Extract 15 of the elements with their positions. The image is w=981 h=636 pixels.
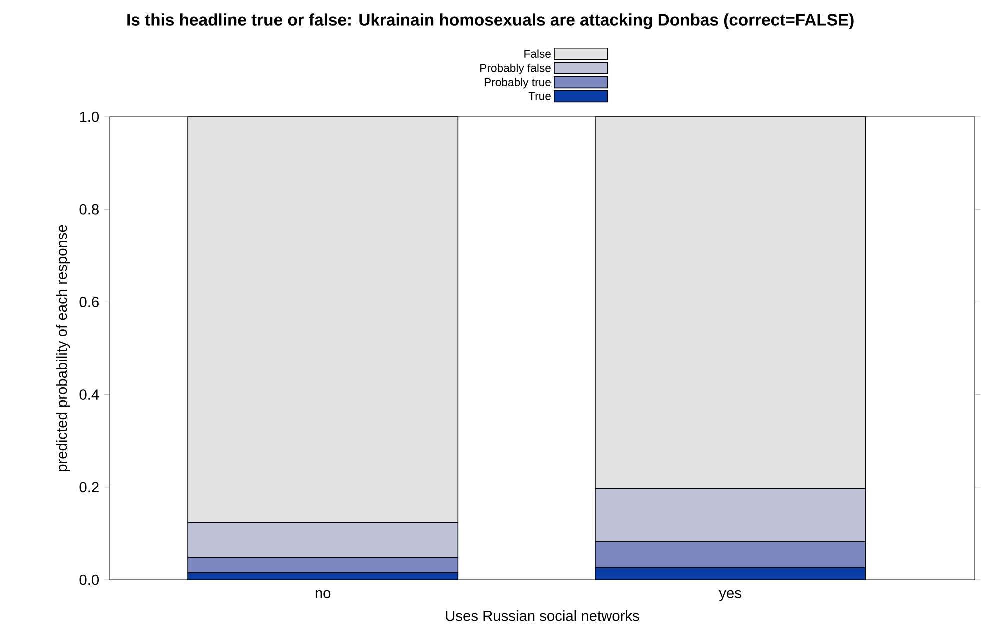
y-tick-label: 1.0 xyxy=(80,112,100,122)
y-tick-label: 0.6 xyxy=(80,297,99,308)
legend-label: Probably true xyxy=(484,78,551,89)
y-tick-label: 0.2 xyxy=(80,482,99,493)
x-tick-label: no xyxy=(316,590,331,598)
legend-label: Probably false xyxy=(480,64,551,74)
legend-label: True xyxy=(528,92,551,100)
chart-title: Is this headline true or false: Ukrainain homosexuals are attacking Donbas (correct=FALSE) xyxy=(128,14,854,30)
y-tick-label: 0.4 xyxy=(80,390,100,400)
y-axis-title: predicted probability of each response xyxy=(56,225,70,472)
legend-label: False xyxy=(524,50,551,58)
x-tick-label: yes xyxy=(719,590,742,602)
y-tick-label: 0.8 xyxy=(80,204,99,215)
x-axis-title: Uses Russian social networks xyxy=(446,610,640,622)
y-tick-label: 0.0 xyxy=(80,574,100,586)
